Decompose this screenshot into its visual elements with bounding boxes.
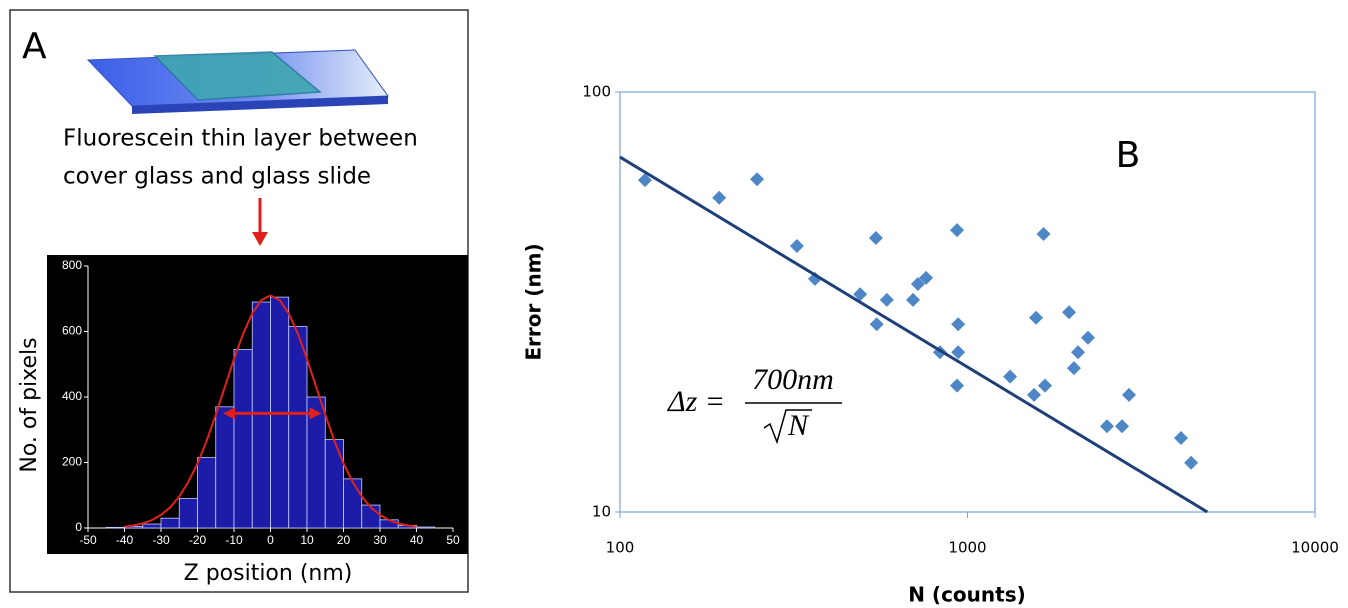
x-tick-label: -30 <box>152 533 170 547</box>
data-point <box>869 317 884 332</box>
y-tick-label: 800 <box>62 258 82 272</box>
data-point <box>1062 305 1077 320</box>
caption-line: Fluorescein thin layer between <box>63 126 418 152</box>
x-tick-label: -10 <box>225 533 243 547</box>
fit-curve <box>124 294 417 528</box>
histogram-bar <box>233 349 253 529</box>
histogram-bar <box>178 498 198 529</box>
fwhm-arrow-head <box>223 407 236 420</box>
x-tick-label: 20 <box>337 533 351 547</box>
data-point <box>1071 345 1086 360</box>
histogram-bar <box>142 523 162 529</box>
pointer-arrow-head <box>252 232 268 246</box>
x-tick-label: 1000 <box>948 539 986 557</box>
data-point <box>1029 310 1044 325</box>
data-point <box>1173 431 1188 446</box>
data-point <box>910 277 925 292</box>
histogram-bar <box>105 526 125 529</box>
y-axis-title: Error (nm) <box>522 243 546 360</box>
data-point <box>853 287 868 302</box>
fit-line <box>619 155 1209 514</box>
data-point <box>1080 330 1095 345</box>
data-point <box>1003 369 1018 384</box>
y-tick-label: 600 <box>62 324 82 338</box>
panel-a: A Fluorescein thin layer between cover g… <box>9 9 469 593</box>
caption-line: cover glass and glass slide <box>63 164 371 190</box>
data-point <box>951 317 966 332</box>
x-tick-label: 0 <box>267 533 274 547</box>
data-point <box>637 173 652 188</box>
data-point <box>1037 378 1052 393</box>
histogram-bar <box>215 406 235 529</box>
data-point <box>950 223 965 238</box>
data-point <box>1066 361 1081 376</box>
y-axis-title: No. of pixels <box>17 337 42 472</box>
data-point <box>919 270 934 285</box>
data-point <box>950 378 965 393</box>
x-tick-label: 50 <box>446 533 460 547</box>
x-tick-label: -40 <box>116 533 134 547</box>
y-tick-label: 10 <box>592 503 611 521</box>
y-tick-label: 400 <box>62 389 82 403</box>
data-point <box>1122 387 1137 402</box>
data-point <box>750 172 765 187</box>
data-point <box>879 292 894 307</box>
cover-glass <box>153 51 322 101</box>
x-axis-title: N (counts) <box>908 583 1026 607</box>
glass-slide-edge <box>132 96 388 114</box>
histogram-bar <box>251 301 271 529</box>
histogram-bar <box>416 526 436 529</box>
equation-numerator: 700nm <box>752 363 834 396</box>
x-axis-title: Z position (nm) <box>184 561 353 586</box>
y-tick-label: 0 <box>75 520 82 534</box>
data-point <box>789 238 804 253</box>
x-tick-label: 10 <box>300 533 314 547</box>
y-tick-label: 100 <box>582 83 611 101</box>
data-point <box>1115 419 1130 434</box>
data-point <box>1036 227 1051 242</box>
plot-frame <box>619 91 1316 513</box>
panel-b: B Error (nm) N (counts) Δz = 700nm N 10 1… <box>522 83 1339 607</box>
x-tick-label: 40 <box>410 533 424 547</box>
x-tick-label: 10000 <box>1291 539 1339 557</box>
equation-radicand: N <box>787 409 810 442</box>
data-point <box>1099 419 1114 434</box>
histogram-bar <box>324 439 344 529</box>
data-point <box>1184 455 1199 470</box>
panel-label: B <box>1116 135 1141 176</box>
data-point <box>868 231 883 246</box>
y-tick-label: 200 <box>62 455 82 469</box>
histogram-bar <box>343 478 363 529</box>
histogram-bar <box>288 326 308 529</box>
data-point <box>951 345 966 360</box>
fwhm-arrow-head <box>309 407 322 420</box>
equation: Δz = 700nm N <box>667 363 842 445</box>
data-point <box>712 190 727 205</box>
histogram-bar <box>160 517 180 529</box>
data-point <box>906 292 921 307</box>
equation-lhs: Δz = <box>667 385 725 418</box>
x-tick-label: 100 <box>606 539 635 557</box>
x-tick-label: -50 <box>79 533 97 547</box>
radical-sign <box>763 409 812 445</box>
data-point <box>1027 387 1042 402</box>
histogram-bar <box>197 457 217 529</box>
panel-label: A <box>22 26 47 67</box>
x-tick-label: 30 <box>373 533 387 547</box>
x-tick-label: -20 <box>189 533 207 547</box>
